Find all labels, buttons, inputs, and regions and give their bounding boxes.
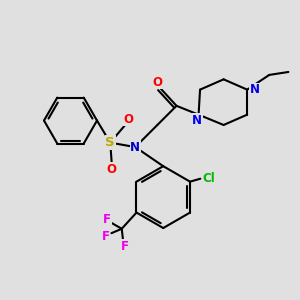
Text: O: O — [107, 163, 117, 176]
Text: O: O — [123, 112, 133, 126]
Text: S: S — [105, 136, 115, 149]
Text: N: N — [130, 141, 140, 154]
Text: O: O — [152, 76, 162, 89]
Text: F: F — [102, 230, 110, 243]
Text: N: N — [192, 114, 202, 127]
Text: F: F — [103, 213, 111, 226]
Text: N: N — [250, 83, 260, 96]
Text: Cl: Cl — [203, 172, 215, 185]
Text: F: F — [121, 240, 129, 253]
